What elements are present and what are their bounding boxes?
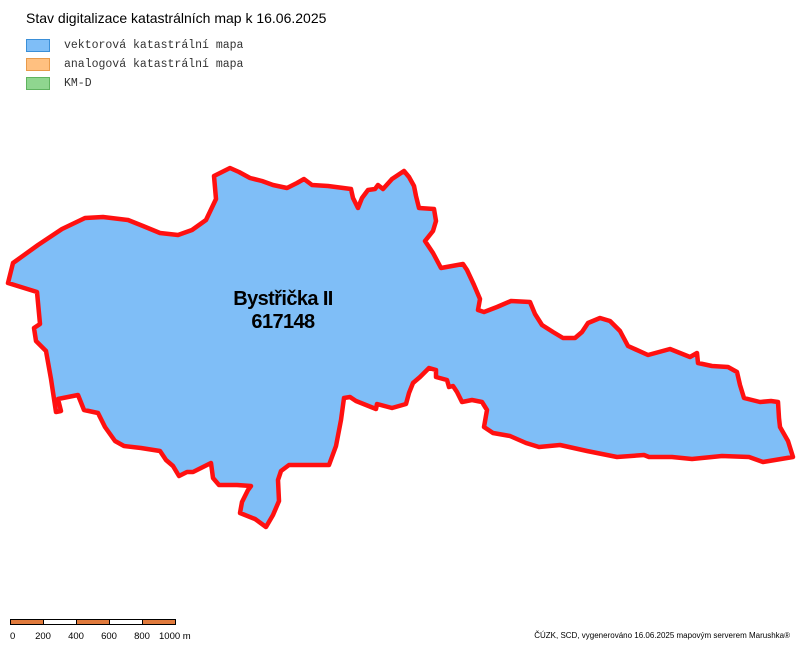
legend-swatch-analog	[26, 58, 50, 71]
scale-label-1000: 1000 m	[159, 631, 191, 642]
scale-label-0: 0	[10, 631, 16, 642]
cadastre-code-label: 617148	[251, 311, 315, 333]
scale-segment	[76, 619, 110, 625]
cadastre-name-label: Bystřička II	[233, 288, 333, 310]
scale-segment	[10, 619, 44, 625]
legend-item-kmd: KM-D	[26, 74, 243, 93]
legend-label-kmd: KM-D	[64, 77, 92, 90]
legend-item-vector: vektorová katastrální mapa	[26, 36, 243, 55]
legend-swatch-kmd	[26, 77, 50, 90]
legend: vektorová katastrální mapa analogová kat…	[26, 36, 243, 93]
scale-label-400: 400	[68, 631, 84, 642]
legend-swatch-vector	[26, 39, 50, 52]
scale-label-800: 800	[134, 631, 150, 642]
cadastral-area-polygon[interactable]	[5, 165, 796, 530]
scale-segment	[43, 619, 77, 625]
map-title: Stav digitalizace katastrálních map k 16…	[26, 10, 327, 26]
legend-item-analog: analogová katastrální mapa	[26, 55, 243, 74]
scale-bar: 0 200 400 600 800 1000 m	[10, 619, 200, 645]
scale-label-200: 200	[35, 631, 51, 642]
scale-label-600: 600	[101, 631, 117, 642]
scale-segment	[109, 619, 143, 625]
scale-segment	[142, 619, 176, 625]
legend-label-vector: vektorová katastrální mapa	[64, 39, 244, 52]
credit-text: ČÚZK, SCD, vygenerováno 16.06.2025 mapov…	[534, 631, 790, 640]
legend-label-analog: analogová katastrální mapa	[64, 58, 244, 71]
